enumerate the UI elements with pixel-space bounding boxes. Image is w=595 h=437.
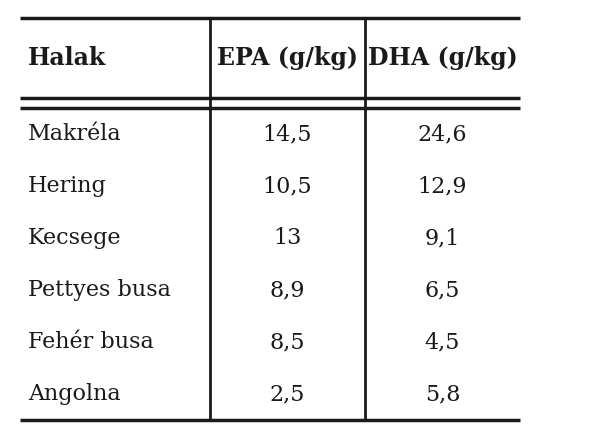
Text: 2,5: 2,5	[270, 383, 305, 405]
Text: EPA (g/kg): EPA (g/kg)	[217, 46, 358, 70]
Text: 13: 13	[273, 227, 302, 249]
Text: 24,6: 24,6	[418, 123, 467, 145]
Text: Angolna: Angolna	[28, 383, 121, 405]
Text: Pettyes busa: Pettyes busa	[28, 279, 171, 301]
Text: 14,5: 14,5	[263, 123, 312, 145]
Text: 9,1: 9,1	[425, 227, 460, 249]
Text: DHA (g/kg): DHA (g/kg)	[368, 46, 518, 70]
Text: 8,9: 8,9	[270, 279, 305, 301]
Text: Halak: Halak	[28, 46, 107, 70]
Text: 12,9: 12,9	[418, 175, 467, 197]
Text: Fehér busa: Fehér busa	[28, 331, 154, 353]
Text: Kecsege: Kecsege	[28, 227, 121, 249]
Text: Makréla: Makréla	[28, 123, 121, 145]
Text: 6,5: 6,5	[425, 279, 460, 301]
Text: 8,5: 8,5	[270, 331, 305, 353]
Text: Hering: Hering	[28, 175, 107, 197]
Text: 10,5: 10,5	[262, 175, 312, 197]
Text: 5,8: 5,8	[425, 383, 461, 405]
Text: 4,5: 4,5	[425, 331, 460, 353]
